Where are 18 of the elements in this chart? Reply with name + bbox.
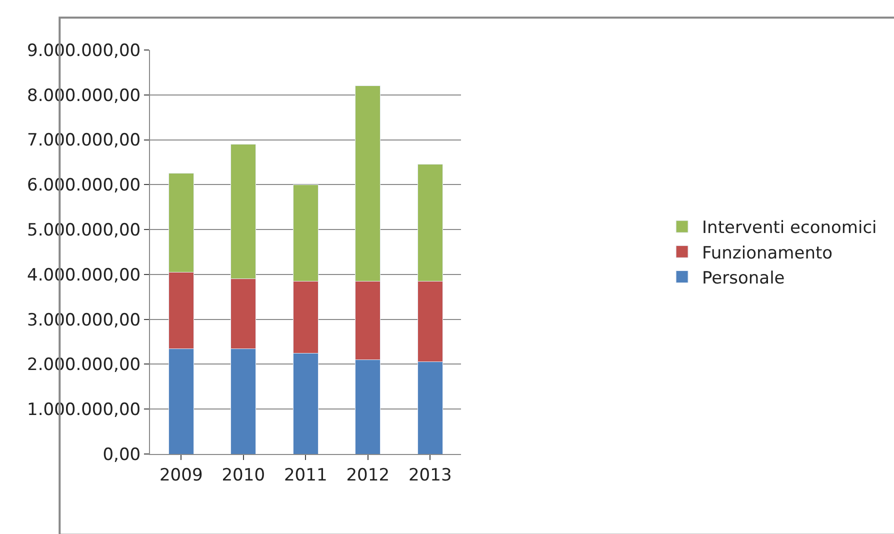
- y-tick-label: 3.000.000,00: [27, 310, 141, 330]
- y-tick-label: 6.000.000,00: [27, 176, 141, 196]
- x-tick-label: 2010: [222, 465, 266, 486]
- x-tick-label: 2013: [408, 465, 452, 486]
- y-tick-label: 8.000.000,00: [27, 86, 141, 106]
- x-tick-label: 2009: [159, 465, 203, 486]
- x-tick-label: 2011: [284, 465, 328, 486]
- y-tick-label: 0,00: [102, 444, 141, 465]
- x-tick-label: 2012: [346, 465, 390, 486]
- y-tick-label: 4.000.000,00: [27, 265, 141, 286]
- y-tick-label: 7.000.000,00: [27, 130, 141, 151]
- legend-label: Interventi economici: [702, 218, 877, 238]
- y-tick-label: 9.000.000,00: [27, 40, 141, 61]
- legend-label: Personale: [702, 268, 785, 288]
- y-tick-label: 2.000.000,00: [27, 355, 141, 376]
- y-tick-label: 1.000.000,00: [27, 400, 141, 420]
- y-tick-label: 5.000.000,00: [27, 220, 141, 241]
- legend-label: Funzionamento: [702, 243, 833, 264]
